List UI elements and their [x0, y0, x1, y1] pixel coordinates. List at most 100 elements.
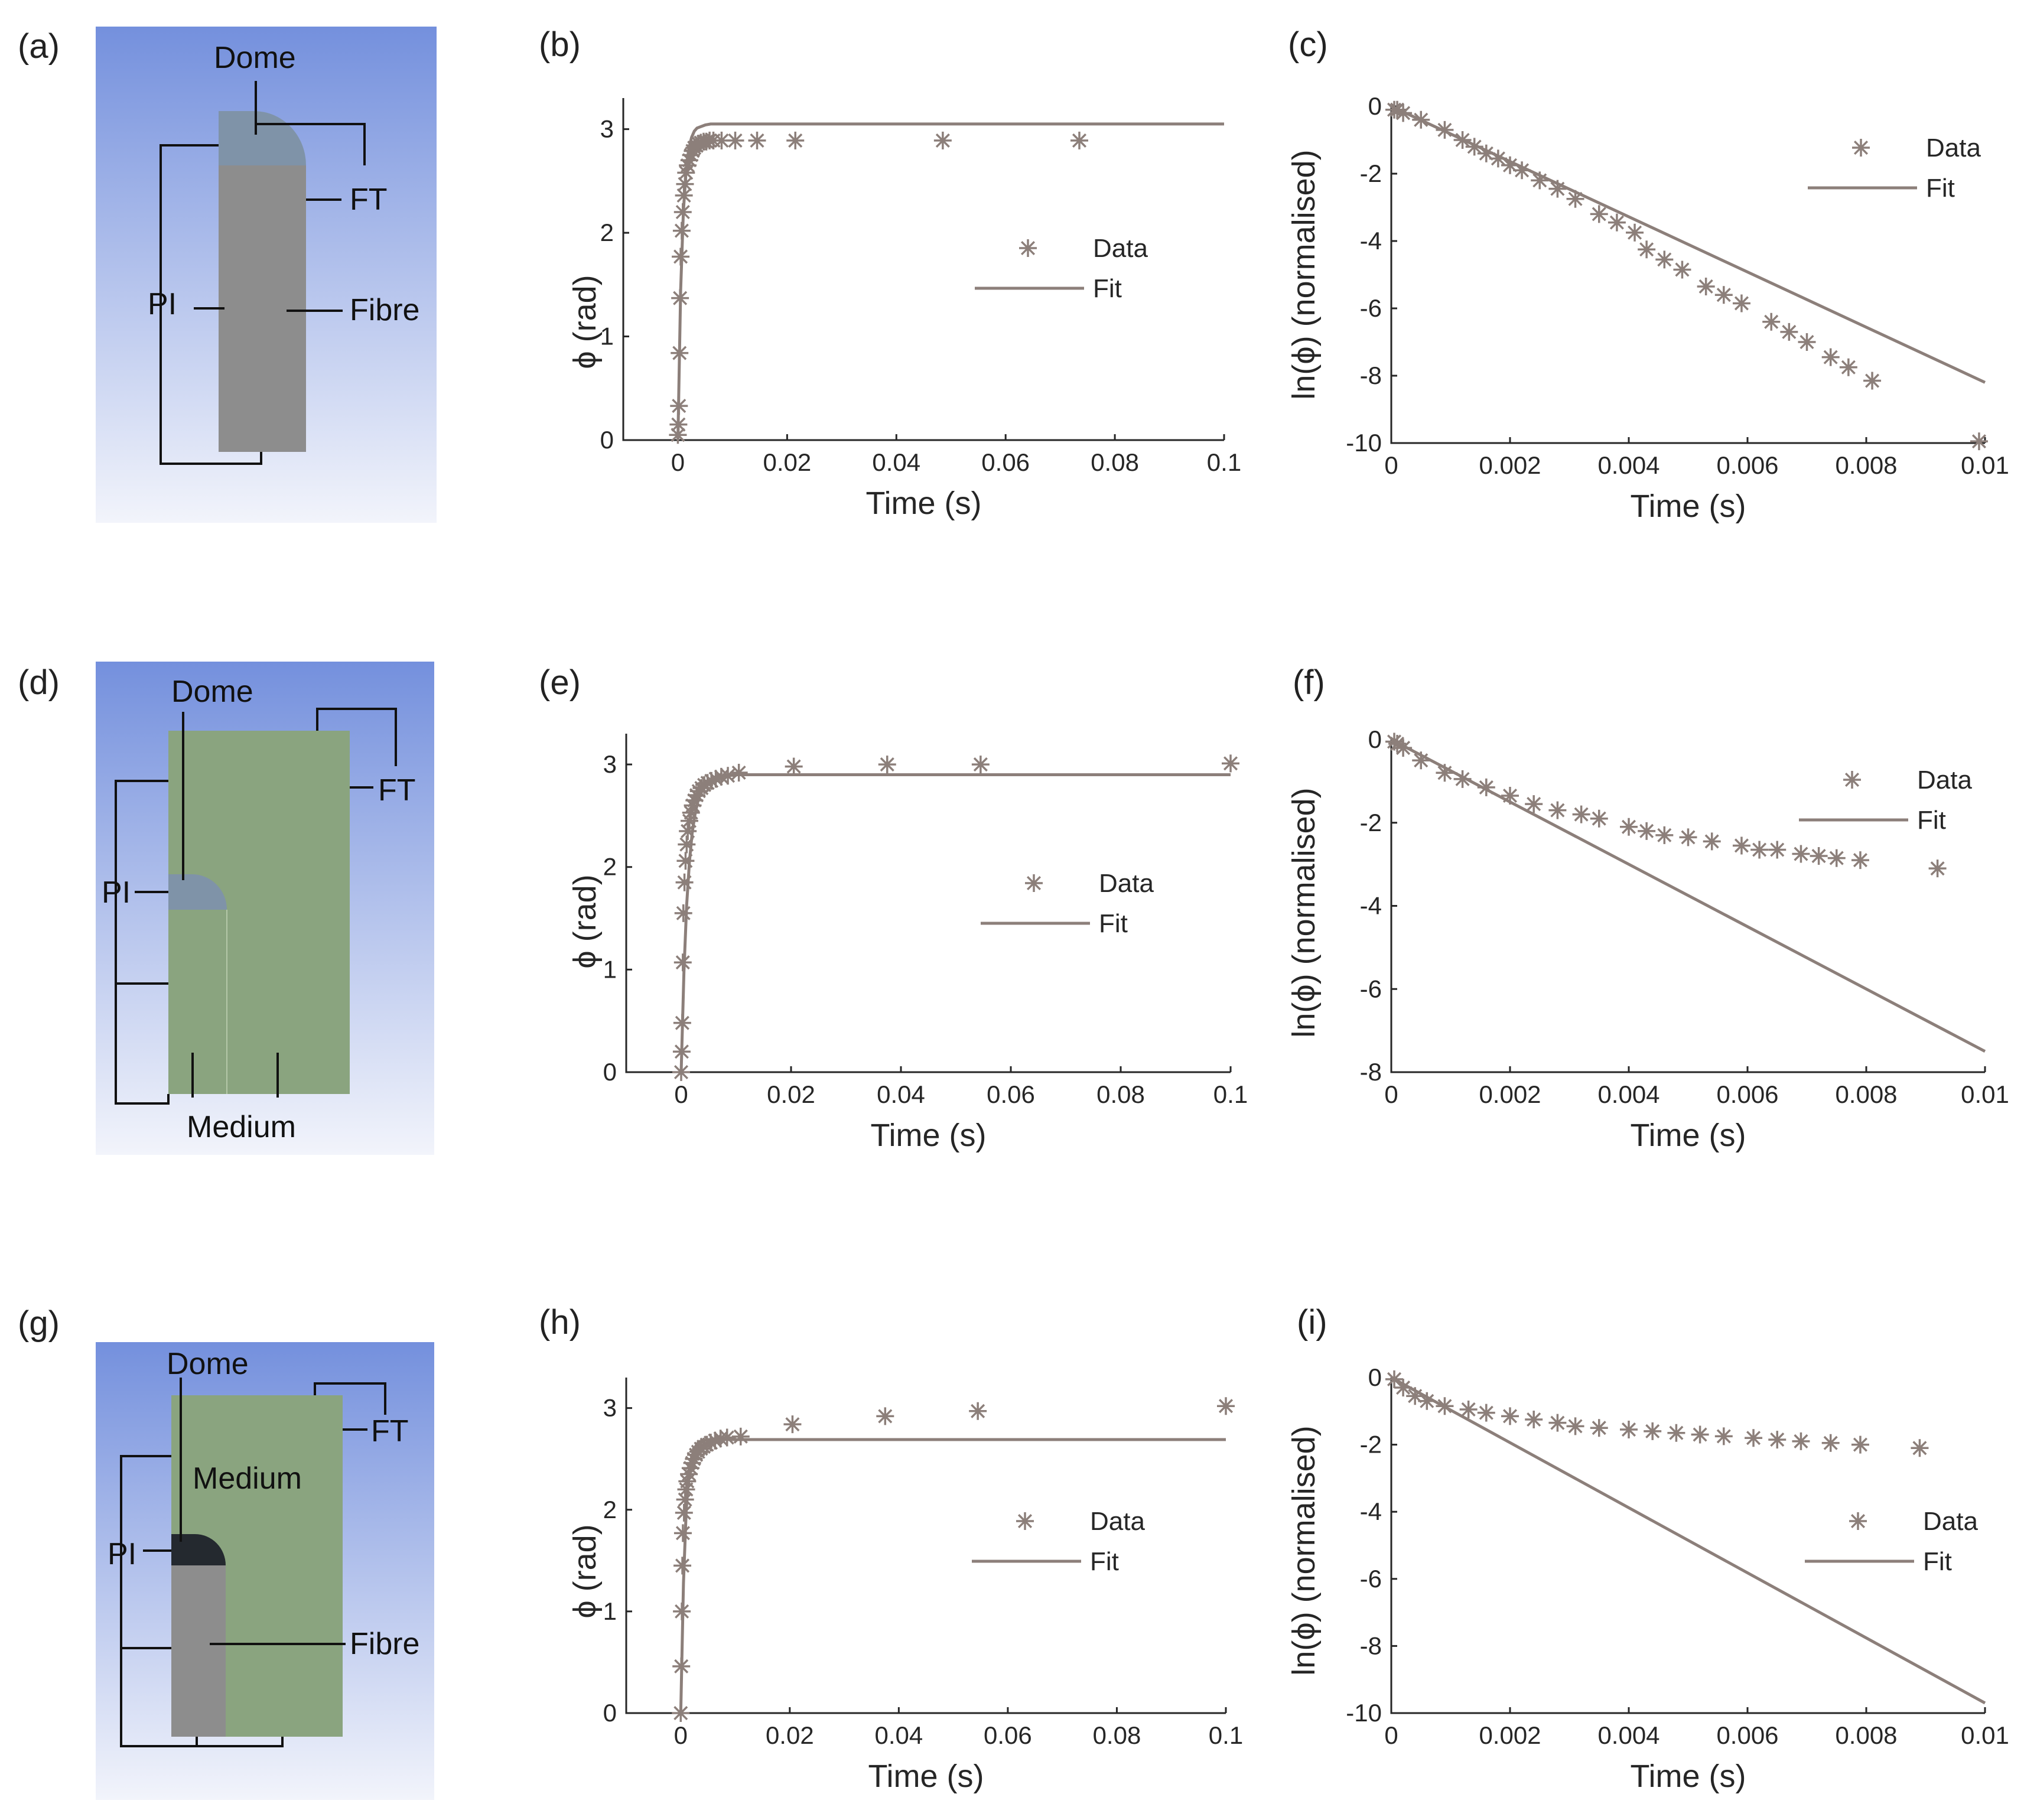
data-point [672, 1657, 691, 1675]
data-point [707, 770, 725, 788]
ft-label: FT [371, 1414, 409, 1448]
y-tick-label: -10 [1346, 429, 1382, 457]
ft-label: FT [350, 183, 388, 217]
pi-label: PI [148, 287, 177, 321]
x-axis-label: Time (s) [868, 1759, 984, 1794]
data-point [971, 756, 990, 774]
data-point [1548, 801, 1567, 819]
data-point [683, 1454, 701, 1472]
data-point [1798, 333, 1816, 351]
x-tick-label: 0.08 [1096, 1080, 1145, 1108]
legend-data-label: Data [1099, 869, 1154, 898]
data-point [1745, 1429, 1763, 1447]
dome-region [171, 1534, 226, 1565]
legend-fit-label: Fit [1093, 274, 1122, 303]
y-tick-label: -4 [1360, 892, 1382, 920]
data-point [673, 203, 692, 221]
data-point [673, 1557, 692, 1575]
legend: Data Fit [975, 234, 1148, 303]
legend-fit-label: Fit [1099, 909, 1128, 938]
y-tick-label: 0 [600, 426, 614, 454]
fit-line [676, 122, 1224, 441]
data-point [1714, 286, 1733, 304]
data-point [969, 1402, 987, 1420]
dome-label: Dome [167, 1347, 249, 1381]
data-point [673, 953, 692, 972]
data-point [1590, 205, 1608, 223]
legend: Data Fit [1799, 766, 1972, 835]
data-point [673, 1524, 692, 1542]
axes-h [625, 1378, 1226, 1714]
data-point [1412, 751, 1430, 770]
x-tick-label: 0.008 [1835, 1080, 1897, 1108]
x-tick-label: 0.002 [1479, 1080, 1541, 1108]
data-point [1792, 1432, 1810, 1450]
data-point [1459, 1400, 1478, 1418]
x-tick-label: 0.06 [987, 1080, 1035, 1108]
x-tick-label: 0.006 [1716, 451, 1778, 479]
data-point [1911, 1439, 1929, 1457]
data-point [673, 1602, 691, 1620]
y-axis-label: ϕ (rad) [567, 275, 603, 369]
dome-label: Dome [214, 41, 296, 75]
panel-label-e: (e) [539, 663, 581, 702]
data-point [748, 131, 766, 149]
legend-data-marker [1852, 139, 1870, 157]
data-point [676, 175, 694, 193]
y-tick-label: -10 [1346, 1699, 1382, 1727]
data-point [677, 1480, 695, 1499]
y-tick-label: 2 [600, 219, 614, 246]
x-tick-label: 0.01 [1961, 1721, 2009, 1749]
x-axis-label: Time (s) [866, 486, 982, 521]
data-point [1768, 841, 1787, 859]
x-tick-label: 0.008 [1835, 451, 1897, 479]
data-point [674, 904, 692, 922]
diagram-g: (g) Dome FT Medium PI Fibre [18, 1304, 434, 1800]
axes-f [1390, 740, 1985, 1073]
x-tick-label: 0 [674, 1721, 688, 1749]
x-axis-label: Time (s) [1631, 1759, 1746, 1794]
data-point [1703, 832, 1721, 851]
y-tick-label: 0 [603, 1058, 617, 1086]
y-tick-label: 3 [600, 115, 614, 143]
data-point [1780, 323, 1798, 341]
y-tick-label: 1 [603, 1597, 617, 1625]
data-point [1222, 754, 1239, 773]
data-point [670, 397, 688, 415]
data-point [680, 151, 698, 170]
data-point [692, 134, 710, 152]
ft-label: FT [378, 773, 416, 808]
y-tick-label: 2 [603, 1496, 617, 1523]
x-tick-label: 0.1 [1207, 448, 1241, 476]
data-point [1679, 828, 1697, 846]
panel-label-i: (i) [1297, 1303, 1327, 1342]
data-point [1620, 818, 1638, 836]
x-tick-label: 0.08 [1091, 448, 1139, 476]
data-point [1501, 1407, 1519, 1425]
legend-data-label: Data [1090, 1507, 1145, 1536]
x-axis-label: Time (s) [871, 1118, 987, 1153]
data-point [685, 1450, 703, 1468]
data-point [1489, 149, 1507, 168]
data-point [876, 1407, 894, 1425]
data-point [1412, 110, 1430, 129]
data-point [1566, 190, 1584, 208]
legend-fit-label: Fit [1090, 1547, 1119, 1576]
fibre-region [171, 1565, 226, 1737]
legend-fit-label: Fit [1917, 806, 1946, 835]
data-point [783, 1415, 802, 1434]
data-point [1513, 161, 1531, 180]
x-tick-label: 0.06 [981, 448, 1030, 476]
data-point [679, 822, 697, 840]
data-point [675, 873, 694, 891]
data-point [673, 1014, 691, 1032]
data-point [679, 157, 697, 175]
chart-c: (c) 0 0.002 0.004 0.006 0.008 0.01 0 -2 -4 -6 -8 -1… [1286, 25, 2009, 524]
legend-fit-label: Fit [1926, 174, 1955, 203]
data-point [730, 763, 748, 782]
x-tick-label: 0.04 [874, 1721, 923, 1749]
x-tick-label: 0.01 [1961, 451, 2009, 479]
data-point [1792, 845, 1810, 863]
data-point [1477, 778, 1495, 796]
panel-label-f: (f) [1293, 663, 1325, 702]
